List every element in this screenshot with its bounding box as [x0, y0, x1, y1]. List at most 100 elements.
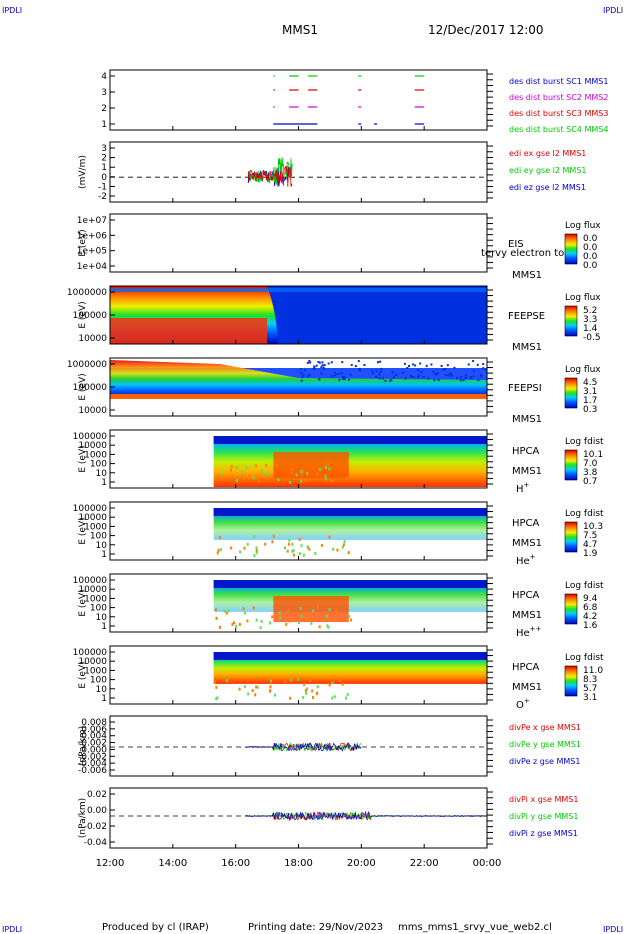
feepsi-noise-pixel [340, 372, 343, 375]
panel-frame [109, 213, 488, 273]
hpca-scatter-pixel [261, 469, 264, 473]
y-tick-label: 1e+06 [77, 231, 108, 241]
hpca-scatter-pixel [324, 477, 327, 481]
hpca-scatter-pixel [301, 469, 304, 473]
hpca-scatter-pixel [302, 614, 305, 618]
y-tick-label: 1 [101, 550, 107, 560]
hpca-scatter-pixel [252, 606, 255, 610]
species-label: H+ [516, 481, 530, 495]
feepsi-noise-pixel [371, 372, 374, 375]
y-tick-label: 100000 [73, 432, 108, 442]
x-tick-label: 12:00 [96, 858, 125, 869]
footer-printing: Printing date: 29/Nov/2023 [248, 922, 383, 933]
hpca-scatter-pixel [350, 618, 353, 622]
feepsi-spectrogram-hot [110, 360, 487, 398]
y-tick-label: -0.006 [78, 766, 107, 776]
feepsi-noise-pixel [417, 369, 420, 372]
hpca-spectrogram-top [213, 436, 488, 444]
colorbar-title: Log fdist [565, 437, 604, 447]
y-tick-label: 1000 [84, 522, 107, 532]
feepsi-noise-pixel [312, 368, 315, 371]
legend-entry: divPe x gse MMS1 [509, 723, 581, 732]
colorbar-tick-label: 10.1 [583, 450, 603, 460]
species-label: He++ [516, 625, 542, 639]
feepsi-noise-pixel [320, 372, 323, 375]
hpca-scatter-pixel [328, 608, 331, 612]
feepsi-noise-pixel [300, 372, 303, 375]
feepsi-noise-pixel [343, 375, 346, 378]
hpca-scatter-pixel [314, 551, 317, 555]
colorbar-tick-label: 6.8 [583, 603, 598, 613]
hpca-scatter-pixel [215, 616, 218, 620]
feepsi-noise-pixel [375, 375, 378, 378]
hpca-scatter-pixel [256, 685, 259, 689]
y-tick-label: -0.04 [84, 838, 108, 848]
overflow-label: tervy electron to [481, 248, 564, 259]
panel-feepsi: 1000000 100000 10000 E (eV) FEEPSI MMS1 Log fl… [67, 357, 601, 425]
y-tick-label: 1 [101, 622, 107, 632]
y-tick-label: 10 [96, 469, 108, 479]
y-tick-label: 100 [90, 532, 107, 542]
hpca-scatter-pixel [271, 615, 274, 619]
feepsi-noise-pixel [375, 369, 378, 372]
feepsi-noise-pixel [371, 369, 374, 372]
hpca-scatter-pixel [295, 473, 298, 477]
legend-entry: des dist burst SC3 MMS3 [509, 109, 608, 118]
feepsi-noise-pixel [299, 368, 302, 371]
y-tick-label: 0.000 [81, 745, 107, 755]
colorbar-tick-label: 0.0 [583, 243, 598, 253]
legend-entry: edi ey gse l2 MMS1 [509, 166, 587, 175]
hpca-scatter-pixel [319, 467, 322, 471]
hpca-scatter-pixel [348, 614, 351, 618]
y-tick-label: 10000 [78, 406, 107, 416]
feepsi-noise-pixel [302, 373, 305, 376]
feepsi-noise-pixel [472, 375, 475, 378]
hpca-scatter-pixel [216, 473, 219, 477]
feepsi-noise-pixel [440, 364, 443, 367]
feepsi-noise-pixel [338, 378, 341, 381]
hpca-scatter-pixel [265, 463, 268, 467]
colorbar-title: Log flux [565, 365, 601, 375]
corner-label-bl: IPDLI [2, 925, 22, 934]
feepsi-noise-pixel [300, 379, 303, 382]
feepsi-noise-pixel [350, 363, 353, 366]
y-tick-label: -0.002 [78, 752, 107, 762]
colorbar-title: Log fdist [565, 509, 604, 519]
hpca-scatter-pixel [291, 542, 294, 546]
feepsi-noise-pixel [392, 376, 395, 379]
feepsi-noise-pixel [379, 370, 382, 373]
hpca-scatter-pixel [347, 551, 350, 555]
hpca-scatter-pixel [346, 475, 349, 479]
feepsi-noise-pixel [306, 361, 309, 364]
feepsi-noise-pixel [479, 374, 482, 377]
feepsi-noise-pixel [317, 360, 320, 363]
feepse-spectrogram-topband [110, 288, 487, 292]
colorbar-tick-label: 0.0 [583, 234, 598, 244]
hpca-scatter-pixel [272, 534, 275, 538]
hpca-scatter-pixel [315, 691, 318, 695]
hpca-scatter-pixel [327, 625, 330, 629]
colorbar-tick-label: 3.1 [583, 387, 597, 397]
feepsi-noise-pixel [435, 372, 438, 375]
y-tick-label: 100000 [73, 311, 108, 321]
y-axis-label: E (eV) [78, 301, 88, 328]
hpca-scatter-pixel [341, 682, 344, 686]
y-tick-label: 1e+07 [77, 216, 107, 226]
colorbar-tick-label: 9.4 [583, 594, 598, 604]
feepsi-noise-pixel [382, 377, 385, 380]
colorbar-tick-label: 7.5 [583, 531, 597, 541]
hpca-scatter-pixel [252, 476, 255, 480]
feepsi-noise-pixel [472, 360, 475, 363]
feepsi-noise-pixel [456, 377, 459, 380]
hpca-scatter-pixel [316, 472, 319, 476]
instrument-name: HPCA [512, 446, 540, 457]
feepsi-noise-pixel [469, 377, 472, 380]
feepsi-noise-pixel [412, 363, 415, 366]
colorbar-tick-label: 1.6 [583, 621, 598, 631]
colorbar-tick-label: -0.5 [583, 333, 601, 343]
y-axis-label: E (eV) [78, 229, 88, 256]
x-tick-label: 18:00 [284, 858, 313, 869]
hpca-scatter-pixel [259, 626, 262, 630]
hpca-scatter-pixel [247, 692, 250, 696]
